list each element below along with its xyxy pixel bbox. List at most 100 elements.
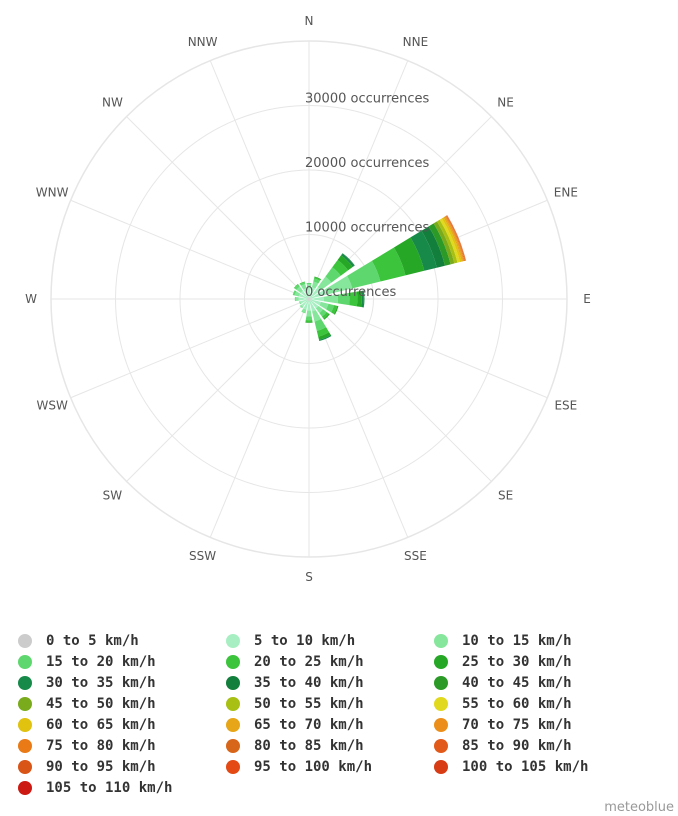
legend-item[interactable]: 30 to 35 km/h [18,674,226,692]
wind-bar-segment [308,299,310,301]
wind-bar-segment [439,218,460,263]
wind-bar-segment [298,293,308,299]
legend-color-dot [18,655,32,669]
legend-item[interactable]: 105 to 110 km/h [18,779,226,797]
legend-color-dot [226,760,240,774]
wind-bar-segment [306,284,312,289]
legend-label: 80 to 85 km/h [254,738,364,754]
legend-item[interactable]: 75 to 80 km/h [18,737,226,755]
wind-bar-segment [307,300,311,311]
legend-color-dot [18,739,32,753]
legend-color-dot [434,760,448,774]
legend-label: 55 to 60 km/h [462,696,572,712]
wind-bar-segment [310,287,321,298]
wind-bar-segment [337,292,350,306]
direction-label: S [305,570,313,584]
direction-label: WNW [36,186,69,200]
wind-bar-segment [341,253,355,267]
legend-item[interactable]: 70 to 75 km/h [434,716,658,734]
radial-tick-label: 30000 occurrences [305,92,430,107]
legend-item[interactable]: 15 to 20 km/h [18,653,226,671]
direction-label: ENE [554,186,578,200]
legend-item[interactable]: 45 to 50 km/h [18,695,226,713]
legend-item[interactable]: 65 to 70 km/h [226,716,434,734]
legend-color-dot [226,718,240,732]
legend-item[interactable]: 80 to 85 km/h [226,737,434,755]
wind-bar-segment [305,321,313,323]
wind-bar-segment [292,290,297,296]
legend-label: 20 to 25 km/h [254,654,364,670]
wind-bar-segment [299,304,304,309]
wind-bar-segment [319,309,327,317]
wind-bar-segment [324,275,353,295]
wind-bar-segment [333,305,339,315]
legend-item[interactable]: 10 to 15 km/h [434,632,658,650]
wind-bar-segment [310,296,324,302]
legend-label: 70 to 75 km/h [462,717,572,733]
legend-label: 50 to 55 km/h [254,696,364,712]
direction-label: NE [497,95,514,109]
legend-color-dot [434,739,448,753]
legend-item[interactable]: 20 to 25 km/h [226,653,434,671]
legend-item[interactable]: 50 to 55 km/h [226,695,434,713]
grid-spoke [126,116,310,300]
legend-color-dot [226,739,240,753]
wind-bar-segment [318,332,331,340]
wind-bar-segment [310,299,321,306]
wind-bar-segment [307,297,309,299]
wind-bar-segment [310,300,319,309]
grid-spoke [70,298,310,399]
legend-color-dot [226,655,240,669]
direction-label: SSE [404,549,427,563]
wind-bar-segment [332,259,349,276]
wind-bar-segment [325,267,341,283]
wind-bar-segment [298,301,302,305]
wind-bar-segment [299,282,306,286]
wind-bar-segment [331,305,338,315]
wind-bar-segment [311,281,319,289]
grid-spoke [126,298,310,482]
legend-item[interactable]: 60 to 65 km/h [18,716,226,734]
legend-label: 100 to 105 km/h [462,759,589,775]
wind-bar-segment [300,290,308,298]
wind-bar-segment [301,311,306,314]
wind-bar-segment [309,299,311,301]
legend-color-dot [18,760,32,774]
legend-item[interactable]: 40 to 45 km/h [434,674,658,692]
wind-bar-segment [300,283,307,290]
wind-bars [292,215,467,341]
legend-item[interactable]: 0 to 5 km/h [18,632,226,650]
legend-item[interactable]: 55 to 60 km/h [434,695,658,713]
direction-label: SSW [189,549,216,563]
wind-bar-segment [371,247,406,282]
grid-spoke [308,60,409,300]
legend-label: 30 to 35 km/h [46,675,156,691]
wind-bar-segment [300,299,308,304]
grid-spoke [308,298,548,399]
legend-item[interactable]: 100 to 105 km/h [434,758,658,776]
legend-label: 25 to 30 km/h [462,654,572,670]
direction-label: N [305,14,314,28]
legend-item[interactable]: 25 to 30 km/h [434,653,658,671]
grid-spoke [308,298,492,482]
wind-bar-segment [310,289,328,299]
wind-bar-segment [433,221,455,265]
legend-label: 90 to 95 km/h [46,759,156,775]
direction-label: WSW [36,398,67,412]
legend-item[interactable]: 95 to 100 km/h [226,758,434,776]
legend-item[interactable]: 5 to 10 km/h [226,632,434,650]
wind-bar-segment [443,216,464,262]
wind-bar-segment [309,298,311,300]
wind-bar-segment [326,303,335,313]
wind-bar-segment [309,287,316,298]
legend-item[interactable]: 85 to 90 km/h [434,737,658,755]
legend-item[interactable]: 90 to 95 km/h [18,758,226,776]
wind-bar-segment [309,299,311,301]
direction-label: NNE [403,35,429,49]
wind-bar-segment [307,288,311,298]
wind-bar-segment [349,291,358,307]
wind-bar-segment [305,320,313,323]
wind-bar-segment [321,311,329,319]
legend-label: 35 to 40 km/h [254,675,364,691]
legend-item[interactable]: 35 to 40 km/h [226,674,434,692]
